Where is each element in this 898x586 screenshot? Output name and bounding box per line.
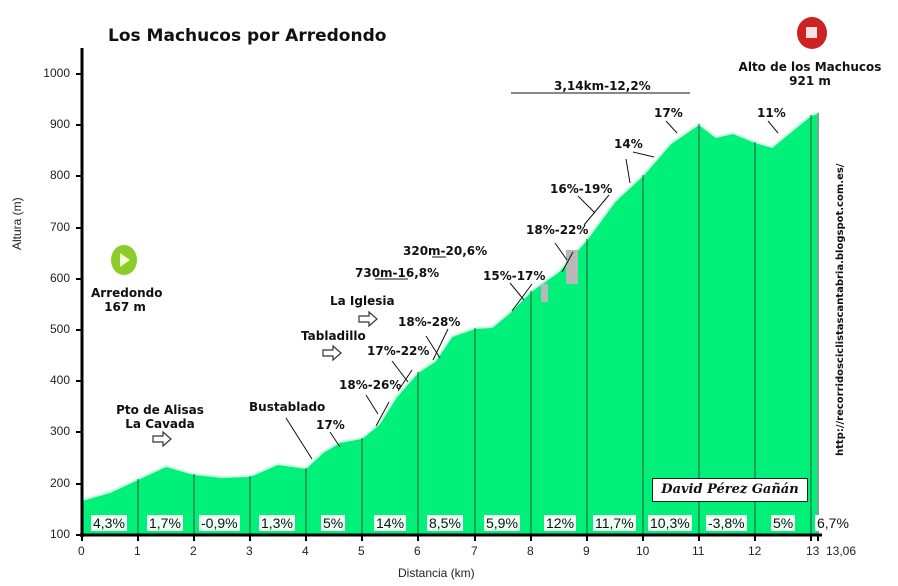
- stretch-label: 320m-20,6%: [403, 244, 488, 258]
- km-dividers: [137, 113, 819, 535]
- x-tick-label: 0: [78, 544, 85, 558]
- x-tick-label: 5: [358, 544, 365, 558]
- x-axis-label: Distancia (km): [398, 566, 475, 580]
- ramp-label: 16%-19%: [550, 182, 613, 196]
- finish-label: Alto de los Machucos 921 m: [730, 60, 890, 88]
- ramp-label: 18%-22%: [526, 223, 589, 237]
- segment-gradient: 12%: [544, 515, 577, 531]
- y-tick-label: 1000: [43, 66, 70, 80]
- stretch-label: 730m-16,8%: [355, 266, 440, 280]
- bustablado-label: Bustablado: [249, 400, 326, 414]
- annotation-leaders: [285, 92, 779, 460]
- iglesia-label: La Iglesia: [330, 294, 395, 308]
- y-tick-label: 600: [49, 271, 70, 285]
- segment-gradient: 11,7%: [593, 515, 636, 531]
- segment-gradient: 14%: [374, 515, 407, 531]
- tabladillo-label: Tabladillo: [301, 329, 366, 343]
- arrow-right-icon: [358, 310, 378, 328]
- ramp-label: 11%: [757, 106, 786, 120]
- ramp-label: 14%: [614, 137, 643, 151]
- alisas-line2: La Cavada: [125, 417, 195, 431]
- x-tick-label: 4: [302, 544, 309, 558]
- segment-gradient: -0,9%: [199, 515, 240, 531]
- ramp-label: 15%-17%: [483, 269, 546, 283]
- segment-gradient: 8,5%: [427, 515, 463, 531]
- finish-stop-icon: [797, 17, 827, 49]
- y-tick-label: 800: [49, 168, 70, 182]
- x-tick-label: 13: [806, 544, 820, 558]
- arrow-right-icon: [152, 430, 172, 448]
- x-tick-label: 10: [636, 544, 650, 558]
- x-tick-label: 1: [134, 544, 141, 558]
- segment-gradient: 1,3%: [259, 515, 295, 531]
- steep-mark: [541, 284, 548, 302]
- segment-gradient: 5%: [771, 515, 796, 531]
- segment-gradient: 6,7%: [815, 515, 851, 531]
- x-tick-label: 3: [246, 544, 253, 558]
- ramp-label: 18%-28%: [398, 315, 461, 329]
- stretch-label: 3,14km-12,2%: [554, 79, 651, 93]
- y-tick-label: 900: [49, 117, 70, 131]
- start-play-icon: [111, 245, 137, 275]
- alisas-label: Pto de Alisas La Cavada: [112, 403, 208, 431]
- source-url: http://recorridosciclistascantabria.blog…: [835, 163, 846, 456]
- y-tick-label: 200: [49, 476, 70, 490]
- y-tick-label: 100: [49, 527, 70, 541]
- arrow-right-icon: [322, 344, 342, 362]
- y-tick-label: 700: [49, 220, 70, 234]
- ramp-label: 17%: [316, 418, 345, 432]
- x-tick-label: 6: [414, 544, 421, 558]
- y-tick-label: 500: [49, 322, 70, 336]
- x-tick-label: 11: [692, 544, 705, 558]
- x-tick-label: 2: [190, 544, 197, 558]
- segment-gradient: 5%: [321, 515, 346, 531]
- ramp-label: 18%-26%: [339, 378, 402, 392]
- y-axis-label: Altura (m): [10, 197, 24, 250]
- alisas-line1: Pto de Alisas: [116, 403, 204, 417]
- y-tick-label: 300: [49, 424, 70, 438]
- finish-name: Alto de los Machucos: [738, 60, 882, 74]
- segment-gradient: 10,3%: [648, 515, 692, 531]
- x-tick-label: 12: [748, 544, 762, 558]
- segment-gradient: 4,3%: [91, 515, 127, 531]
- x-tick-label: 9: [583, 544, 590, 558]
- y-tick-label: 400: [49, 373, 70, 387]
- segment-gradient: 1,7%: [147, 515, 183, 531]
- author-signature: David Pérez Gañán: [652, 478, 808, 502]
- start-label: Arredondo 167 m: [91, 286, 163, 314]
- ramp-label: 17%: [654, 106, 683, 120]
- ramp-label: 17%-22%: [367, 344, 430, 358]
- start-altitude: 167 m: [104, 300, 146, 314]
- chart-title: Los Machucos por Arredondo: [108, 26, 387, 46]
- segment-gradient: 5,9%: [484, 515, 520, 531]
- x-tick-label: 7: [471, 544, 478, 558]
- steep-mark: [566, 250, 578, 284]
- segment-gradient: -3,8%: [706, 515, 747, 531]
- start-name: Arredondo: [91, 286, 163, 300]
- x-axis-ticks: [81, 535, 819, 541]
- x-tick-label: 13,06: [826, 544, 857, 558]
- finish-altitude: 921 m: [789, 74, 831, 88]
- x-tick-label: 8: [527, 544, 534, 558]
